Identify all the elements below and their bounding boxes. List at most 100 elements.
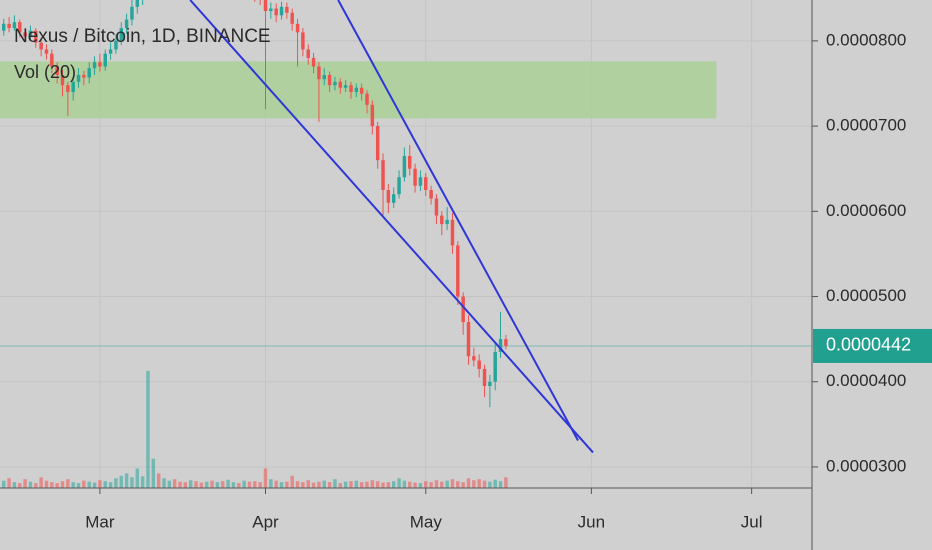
x-tick-label: Jun — [578, 512, 605, 531]
volume-bar — [349, 481, 353, 488]
volume-bar — [327, 482, 332, 488]
candle-body — [391, 194, 396, 203]
candle-body — [493, 351, 497, 382]
volume-bar — [82, 480, 86, 488]
candle-body — [34, 30, 38, 43]
candle-body — [424, 177, 428, 191]
volume-bar — [194, 481, 198, 488]
candle-body — [434, 198, 439, 216]
candle-body — [60, 74, 65, 86]
volume-bar — [151, 458, 156, 488]
candle-body — [108, 49, 113, 54]
volume-label: Vol (20) — [14, 62, 76, 82]
volume-bar — [221, 481, 225, 488]
volume-bar — [130, 477, 134, 488]
y-tick-label: 0.0000800 — [826, 30, 906, 49]
volume-bar — [7, 478, 11, 488]
volume-bar — [440, 481, 444, 488]
candle-body — [472, 356, 476, 361]
volume-bar — [285, 481, 289, 488]
volume-bar — [391, 481, 396, 488]
volume-bar — [71, 482, 75, 488]
candle-body — [338, 81, 343, 88]
volume-bar — [18, 483, 22, 488]
candle-body — [343, 85, 348, 88]
volume-bar — [60, 481, 65, 488]
candle-body — [413, 168, 417, 186]
x-tick-label: May — [410, 512, 443, 531]
volume-bar — [103, 481, 107, 488]
volume-bar — [156, 473, 161, 488]
candle-body — [114, 40, 118, 50]
candle-body — [295, 23, 300, 33]
volume-bar — [140, 476, 145, 488]
y-tick-label: 0.0000600 — [826, 201, 906, 220]
candle-body — [274, 8, 278, 16]
candle-body — [386, 190, 391, 203]
volume-bar — [87, 481, 91, 488]
volume-bar — [413, 482, 417, 488]
candle-body — [92, 62, 97, 69]
volume-bar — [178, 481, 182, 488]
trendline — [189, 0, 594, 454]
volume-bar — [50, 482, 54, 488]
y-tick-label: 0.0000500 — [826, 286, 906, 305]
volume-bar — [172, 479, 177, 488]
candle-body — [418, 177, 423, 186]
volume-bar — [210, 480, 214, 488]
candle-body — [482, 368, 487, 387]
candle-body — [450, 219, 455, 246]
candle-body — [98, 62, 102, 67]
volume-bar — [317, 481, 321, 488]
candle-body — [301, 32, 305, 50]
volume-bar — [253, 481, 257, 488]
candle-body — [285, 6, 289, 13]
volume-bar — [2, 480, 6, 488]
volume-bar — [183, 482, 188, 488]
candle-body — [466, 322, 471, 357]
volume-bar — [301, 482, 305, 488]
volume-bar — [295, 481, 300, 488]
volume-bar — [98, 480, 102, 488]
candle-body — [445, 219, 449, 225]
volume-bar — [114, 478, 118, 488]
candle-body — [333, 81, 337, 86]
volume-bar — [290, 475, 294, 488]
volume-bar — [311, 482, 316, 488]
volume-bar — [365, 481, 369, 488]
y-tick-label: 0.0000400 — [826, 371, 906, 390]
candle-body — [87, 68, 91, 78]
candle-body — [7, 23, 11, 29]
candle-body — [55, 66, 59, 75]
volume-bar — [322, 480, 327, 488]
volume-bar — [205, 481, 209, 488]
candle-body — [408, 155, 412, 169]
y-tick-label: 0.0000300 — [826, 456, 906, 475]
volume-bar — [434, 480, 439, 488]
volume-bar — [386, 482, 391, 488]
volume-bar — [343, 481, 348, 488]
volume-bar — [231, 482, 236, 488]
volume-bar — [338, 483, 343, 488]
candle-body — [365, 93, 369, 105]
volume-bar — [55, 483, 59, 488]
candle-body — [498, 339, 503, 352]
volume-bar — [28, 481, 33, 488]
candle-body — [504, 339, 508, 346]
x-tick-label: Apr — [252, 512, 279, 531]
volume-bar — [188, 480, 193, 488]
candle-body — [397, 177, 401, 195]
volume-bar — [333, 479, 337, 488]
volume-bar — [135, 468, 140, 488]
volume-bar — [375, 481, 380, 488]
candle-body — [135, 0, 140, 7]
volume-bar — [381, 482, 385, 488]
candle-body — [322, 74, 327, 80]
candle-body — [263, 0, 268, 12]
axes: 0.0000300 0.0000400 0.0000500 0.0000600 0.00… — [85, 30, 932, 531]
candle-body — [71, 81, 75, 93]
candle-body — [359, 87, 364, 94]
volume-bar — [488, 481, 492, 488]
volume-bar — [359, 482, 364, 488]
candle-body — [477, 360, 481, 369]
